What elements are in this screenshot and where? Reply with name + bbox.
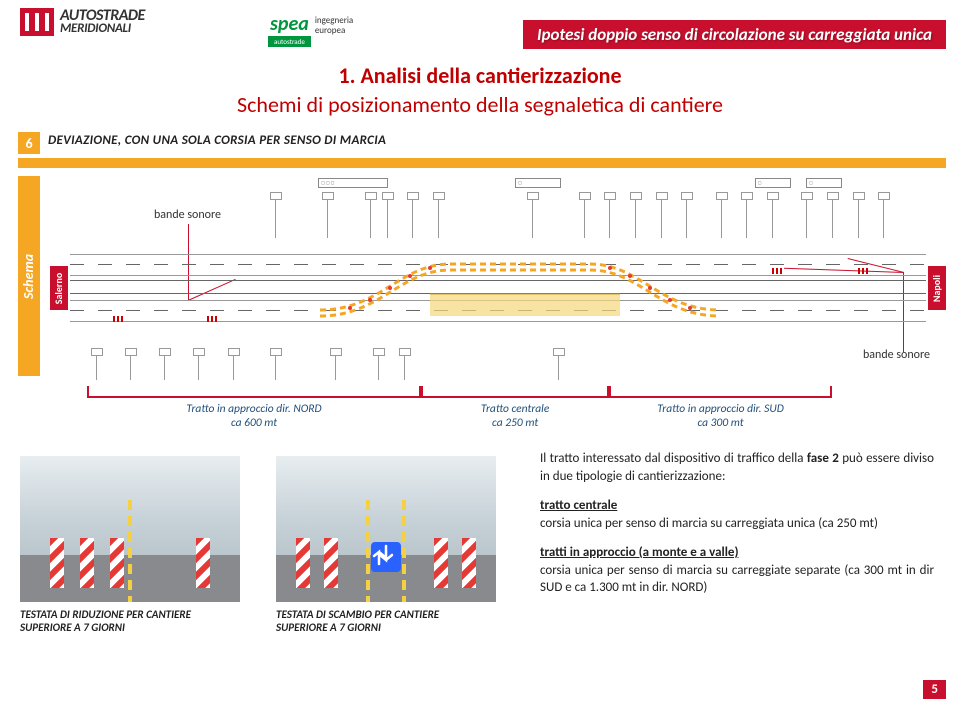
arrow-sign-icon <box>371 542 401 572</box>
sign-row-bot <box>70 340 926 380</box>
spea-name: spea <box>270 12 309 36</box>
label-napoli: Napoli <box>928 266 946 310</box>
segment-brackets: Tratto in approccio dir. NORD ca 600 mt … <box>70 386 926 430</box>
schema-bar <box>18 158 946 168</box>
bracket-mid <box>421 386 609 398</box>
road-diagram <box>70 248 926 328</box>
title-line1: 1. Analisi della cantierizzazione <box>0 62 960 89</box>
thumbnails: TESTATA DI RIDUZIONE PER CANTIERE SUPERI… <box>20 456 496 634</box>
schema-caption: DEVIAZIONE, CON UNA SOLA CORSIA PER SENS… <box>48 133 386 148</box>
spea-sub: autostrade <box>268 36 311 47</box>
thumb-exchange: TESTATA DI SCAMBIO PER CANTIERE SUPERIOR… <box>276 456 496 634</box>
logo-text-secondary: MERIDIONALI <box>60 23 145 35</box>
bracket-label-left: Tratto in approccio dir. NORD ca 600 mt <box>87 402 421 431</box>
sign-board: ▢ <box>515 178 561 188</box>
thumb-caption: TESTATA DI RIDUZIONE PER CANTIERE SUPERI… <box>20 608 240 634</box>
thumb-image <box>20 456 240 602</box>
page-number: 5 <box>923 680 946 699</box>
bracket-label-right: Tratto in approccio dir. SUD ca 300 mt <box>609 402 832 431</box>
sign-row-top: ▢ ▢ ▢ ▢ ▢ ▢ <box>70 178 926 238</box>
body-text: Il tratto interessato dal dispositivo di… <box>540 450 934 609</box>
sign-board: ▢ <box>755 178 791 188</box>
label-salerno: Salerno <box>50 266 68 310</box>
schema-number-badge: 6 <box>18 132 40 154</box>
bracket-left <box>87 386 421 398</box>
logo-spea: spea autostrade ingegneria europea <box>268 12 353 47</box>
para-intro: Il tratto interessato dal dispositivo di… <box>540 450 934 485</box>
logo-autostrade: AUTOSTRADE MERIDIONALI <box>20 8 145 36</box>
sign-board: ▢ <box>806 178 842 188</box>
thumb-reduction: TESTATA DI RIDUZIONE PER CANTIERE SUPERI… <box>20 456 240 634</box>
sign-board: ▢ ▢ ▢ <box>318 178 388 188</box>
header: AUTOSTRADE MERIDIONALI spea autostrade i… <box>0 8 960 56</box>
title-line2: Schemi di posizionamento della segnaleti… <box>0 91 960 118</box>
thumb-caption: TESTATA DI SCAMBIO PER CANTIERE SUPERIOR… <box>276 608 496 634</box>
para-approach: tratti in approccio (a monte e a valle) … <box>540 544 934 597</box>
main-title: 1. Analisi della cantierizzazione Schemi… <box>0 62 960 118</box>
para-central: tratto centrale corsia unica per senso d… <box>540 497 934 532</box>
logo-icon <box>20 8 54 36</box>
spea-r2: europea <box>315 26 353 36</box>
ribbon-title: Ipotesi doppio senso di circolazione su … <box>523 20 946 49</box>
schema-vertical-label: Schema <box>18 176 40 376</box>
bracket-right <box>609 386 832 398</box>
contraflow-path <box>70 248 926 328</box>
bracket-label-mid: Tratto centrale ca 250 mt <box>421 402 609 431</box>
thumb-image <box>276 456 496 602</box>
